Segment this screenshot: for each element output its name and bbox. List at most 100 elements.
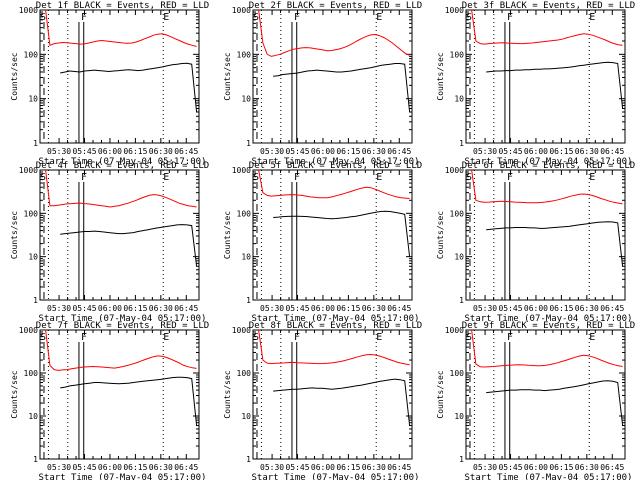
y-tick-label: 1000: [19, 6, 38, 15]
y-tick-label: 1000: [19, 166, 38, 175]
series-lld-line: [258, 169, 410, 199]
y-tick-label: 10: [241, 95, 251, 104]
x-tick-label: 06:30: [575, 304, 599, 313]
x-tick-label: 06:15: [123, 304, 147, 313]
panel-det-4: Det 4f BLACK = Events, RED = LLD 1 10 100 10…: [10, 161, 209, 324]
x-tick-label: 05:45: [498, 147, 522, 156]
y-tick-label: 1000: [232, 6, 251, 15]
y-tick-label: 100: [24, 50, 39, 59]
plot-frame: [252, 9, 413, 144]
x-tick-label: 05:45: [285, 147, 309, 156]
x-tick-label: 05:30: [473, 463, 497, 472]
marker-letter: E: [589, 172, 595, 183]
x-tick-label: 05:30: [473, 304, 497, 313]
series-lld-line: [471, 329, 623, 368]
chart-title: Det 9f BLACK = Events, RED = LLD: [462, 321, 635, 331]
y-tick-label: 1: [246, 296, 251, 305]
marker-letter: S: [466, 332, 472, 343]
marker-letter: F: [507, 172, 513, 183]
x-tick-label: 06:30: [575, 147, 599, 156]
y-tick-label: 100: [450, 50, 465, 59]
series-events-line: [60, 376, 198, 426]
y-axis-label: Counts/sec: [10, 370, 19, 418]
y-tick-label: 1: [459, 455, 464, 464]
series-lld-line: [471, 169, 623, 205]
x-tick-label: 05:45: [498, 304, 522, 313]
y-tick-label: 1: [246, 455, 251, 464]
chart-title: Det 3f BLACK = Events, RED = LLD: [462, 1, 635, 11]
y-tick-label: 1: [33, 139, 38, 148]
x-tick-label: 06:00: [311, 147, 335, 156]
x-tick-label: 06:45: [174, 147, 198, 156]
marker-letter: S: [40, 12, 46, 23]
y-tick-label: 10: [28, 412, 38, 421]
chart-title: Det 8f BLACK = Events, RED = LLD: [249, 321, 422, 331]
marker-letter: S: [40, 332, 46, 343]
marker-letter: F: [294, 12, 300, 23]
plot-frame: [39, 169, 200, 301]
x-tick-label: 06:15: [336, 147, 360, 156]
y-axis-label: Counts/sec: [10, 52, 19, 100]
x-tick-label: 06:15: [549, 147, 573, 156]
x-tick-label: 05:30: [47, 304, 71, 313]
chart-title: Det 2f BLACK = Events, RED = LLD: [249, 1, 422, 11]
y-axis-label: Counts/sec: [223, 211, 232, 259]
y-tick-label: 10: [28, 95, 38, 104]
x-tick-label: 05:30: [260, 147, 284, 156]
x-tick-label: 05:30: [260, 304, 284, 313]
y-tick-label: 1000: [232, 326, 251, 335]
y-tick-label: 1: [33, 455, 38, 464]
series-lld-line: [45, 329, 197, 371]
x-axis-label: Start Time (07-May-04 05:17:00): [465, 157, 633, 167]
x-tick-label: 05:30: [47, 147, 71, 156]
y-tick-label: 1000: [232, 166, 251, 175]
chart-title: Det 6f BLACK = Events, RED = LLD: [462, 161, 635, 171]
x-tick-label: 06:30: [149, 304, 173, 313]
x-tick-label: 05:45: [72, 147, 96, 156]
marker-letter: S: [253, 12, 259, 23]
y-tick-label: 10: [454, 412, 464, 421]
marker-letter: F: [294, 172, 300, 183]
plot-frame: [39, 329, 200, 460]
x-tick-label: 06:45: [387, 304, 411, 313]
x-tick-label: 06:45: [174, 463, 198, 472]
x-tick-label: 06:30: [362, 463, 386, 472]
series-lld-line: [45, 9, 197, 47]
x-tick-label: 06:45: [600, 304, 624, 313]
x-tick-label: 06:00: [524, 463, 548, 472]
panel-det-2: Det 2f BLACK = Events, RED = LLD 1 10 100 10…: [223, 1, 422, 167]
panel-det-6: Det 6f BLACK = Events, RED = LLD 1 10 100 10…: [436, 161, 635, 324]
series-lld-line: [258, 9, 410, 57]
y-axis-label: Counts/sec: [223, 52, 232, 100]
y-tick-label: 100: [450, 209, 465, 218]
x-tick-label: 06:45: [387, 463, 411, 472]
x-axis-label: Start Time (07-May-04 05:17:00): [39, 157, 207, 167]
x-tick-label: 06:30: [362, 147, 386, 156]
series-events-line: [273, 63, 411, 113]
y-tick-label: 100: [450, 369, 465, 378]
y-tick-label: 100: [237, 50, 252, 59]
x-tick-label: 05:30: [473, 147, 497, 156]
marker-letter: F: [81, 172, 87, 183]
y-axis-label: Counts/sec: [223, 370, 232, 418]
x-axis-label: Start Time (07-May-04 05:17:00): [39, 314, 207, 324]
y-axis-label: Counts/sec: [436, 211, 445, 259]
x-axis-label: Start Time (07-May-04 05:17:00): [465, 314, 633, 324]
plot-frame: [465, 329, 626, 460]
series-events-line: [486, 380, 624, 426]
y-tick-label: 100: [24, 209, 39, 218]
y-tick-label: 1: [459, 296, 464, 305]
plot-frame: [465, 9, 626, 144]
panel-det-9: Det 9f BLACK = Events, RED = LLD 1 10 100 10…: [436, 321, 635, 480]
marker-letter: F: [81, 12, 87, 23]
x-tick-label: 06:00: [311, 304, 335, 313]
series-events-line: [60, 62, 198, 113]
x-tick-label: 06:45: [600, 463, 624, 472]
series-lld-line: [471, 9, 623, 46]
plot-frame: [252, 169, 413, 301]
x-tick-label: 06:30: [149, 147, 173, 156]
y-tick-label: 1000: [445, 6, 464, 15]
series-events-line: [273, 210, 411, 257]
chart-title: Det 7f BLACK = Events, RED = LLD: [36, 321, 209, 331]
